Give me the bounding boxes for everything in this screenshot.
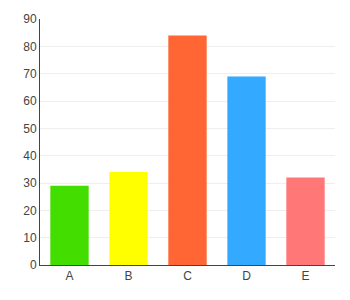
- svg-text:60: 60: [23, 94, 37, 108]
- svg-text:20: 20: [23, 204, 37, 218]
- svg-text:10: 10: [23, 231, 37, 245]
- svg-text:A: A: [65, 269, 73, 283]
- svg-text:80: 80: [23, 40, 37, 54]
- svg-text:B: B: [124, 269, 132, 283]
- svg-text:D: D: [242, 269, 251, 283]
- svg-text:0: 0: [30, 258, 37, 272]
- svg-text:C: C: [183, 269, 192, 283]
- svg-text:30: 30: [23, 176, 37, 190]
- svg-text:40: 40: [23, 149, 37, 163]
- svg-text:E: E: [301, 269, 309, 283]
- svg-text:90: 90: [23, 12, 37, 26]
- svg-text:70: 70: [23, 67, 37, 81]
- svg-text:50: 50: [23, 122, 37, 136]
